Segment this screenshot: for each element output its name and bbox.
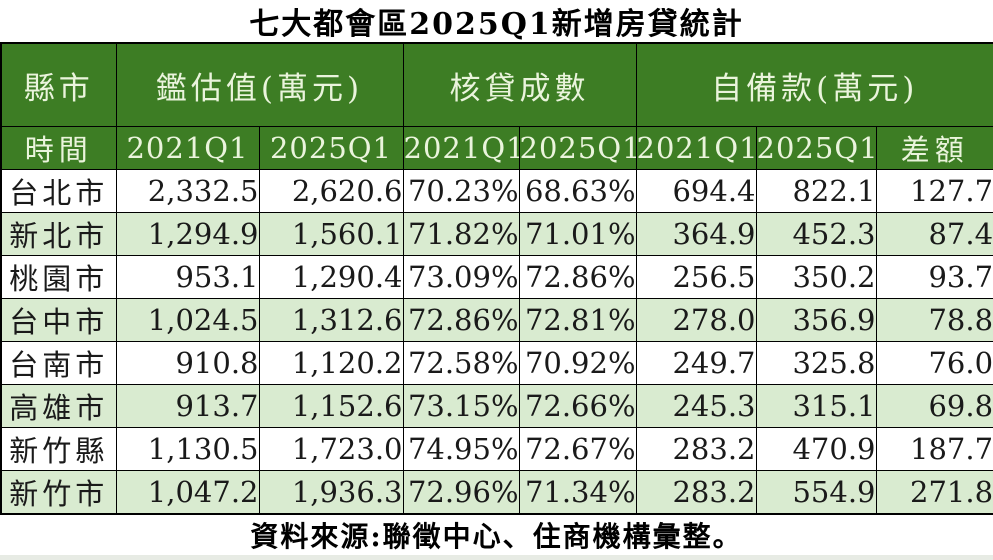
value-cell: 2,332.5 <box>115 169 260 213</box>
source-note: 資料來源:聯徵中心、住商機構彙整。 <box>0 515 993 555</box>
value-cell: 93.7 <box>875 255 993 299</box>
value-cell: 554.9 <box>755 470 877 515</box>
value-cell: 70.92% <box>518 341 637 385</box>
value-cell: 1,723.0 <box>258 427 404 471</box>
sub-header-ratio-2021q1: 2021Q1 <box>402 126 520 170</box>
city-cell: 新竹市 <box>0 470 117 515</box>
value-cell: 72.86% <box>518 255 637 299</box>
sub-header-difference: 差額 <box>875 126 993 170</box>
value-cell: 72.66% <box>518 384 637 428</box>
value-cell: 364.9 <box>635 212 757 256</box>
value-cell: 271.8 <box>875 470 993 515</box>
value-cell: 72.86% <box>402 298 520 342</box>
city-cell: 台中市 <box>0 298 117 342</box>
sub-header-down-2021q1: 2021Q1 <box>635 126 757 170</box>
sub-header-row: 時間 2021Q1 2025Q1 2021Q1 2025Q1 2021Q1 20… <box>0 126 993 170</box>
sub-header-ratio-2025q1: 2025Q1 <box>518 126 637 170</box>
bottom-strip <box>0 555 993 560</box>
value-cell: 694.4 <box>635 169 757 213</box>
value-cell: 72.58% <box>402 341 520 385</box>
value-cell: 69.8 <box>875 384 993 428</box>
column-header-appraised-value: 鑑估值(萬元) <box>115 42 404 127</box>
value-cell: 910.8 <box>115 341 260 385</box>
value-cell: 315.1 <box>755 384 877 428</box>
value-cell: 278.0 <box>635 298 757 342</box>
page-title: 七大都會區2025Q1新增房貸統計 <box>0 0 993 42</box>
value-cell: 2,620.6 <box>258 169 404 213</box>
value-cell: 1,560.1 <box>258 212 404 256</box>
value-cell: 72.96% <box>402 470 520 515</box>
column-header-down-payment: 自備款(萬元) <box>635 42 993 127</box>
city-cell: 台北市 <box>0 169 117 213</box>
value-cell: 283.2 <box>635 470 757 515</box>
table-row-taichung: 台中市 1,024.5 1,312.6 72.86% 72.81% 278.0 … <box>0 298 993 342</box>
value-cell: 71.01% <box>518 212 637 256</box>
value-cell: 87.4 <box>875 212 993 256</box>
table-row-newtaipei: 新北市 1,294.9 1,560.1 71.82% 71.01% 364.9 … <box>0 212 993 256</box>
table-row-taoyuan: 桃園市 953.1 1,290.4 73.09% 72.86% 256.5 35… <box>0 255 993 299</box>
city-cell: 新竹縣 <box>0 427 117 471</box>
value-cell: 72.81% <box>518 298 637 342</box>
value-cell: 283.2 <box>635 427 757 471</box>
value-cell: 470.9 <box>755 427 877 471</box>
value-cell: 1,152.6 <box>258 384 404 428</box>
value-cell: 68.63% <box>518 169 637 213</box>
value-cell: 70.23% <box>402 169 520 213</box>
value-cell: 72.67% <box>518 427 637 471</box>
sub-header-down-2025q1: 2025Q1 <box>755 126 877 170</box>
value-cell: 78.8 <box>875 298 993 342</box>
value-cell: 249.7 <box>635 341 757 385</box>
value-cell: 325.8 <box>755 341 877 385</box>
value-cell: 71.82% <box>402 212 520 256</box>
table-row-hsinchu-county: 新竹縣 1,130.5 1,723.0 74.95% 72.67% 283.2 … <box>0 427 993 471</box>
value-cell: 1,120.2 <box>258 341 404 385</box>
value-cell: 953.1 <box>115 255 260 299</box>
mortgage-stats-table: 縣市 鑑估值(萬元) 核貸成數 自備款(萬元) 時間 2021Q1 2025Q1… <box>0 42 993 515</box>
city-cell: 新北市 <box>0 212 117 256</box>
column-header-city: 縣市 <box>0 42 117 127</box>
value-cell: 245.3 <box>635 384 757 428</box>
value-cell: 1,024.5 <box>115 298 260 342</box>
sub-header-appraised-2025q1: 2025Q1 <box>258 126 404 170</box>
value-cell: 350.2 <box>755 255 877 299</box>
value-cell: 452.3 <box>755 212 877 256</box>
value-cell: 127.7 <box>875 169 993 213</box>
value-cell: 822.1 <box>755 169 877 213</box>
value-cell: 71.34% <box>518 470 637 515</box>
value-cell: 76.0 <box>875 341 993 385</box>
table-row-kaohsiung: 高雄市 913.7 1,152.6 73.15% 72.66% 245.3 31… <box>0 384 993 428</box>
group-header-row: 縣市 鑑估值(萬元) 核貸成數 自備款(萬元) <box>0 42 993 127</box>
city-cell: 桃園市 <box>0 255 117 299</box>
value-cell: 1,294.9 <box>115 212 260 256</box>
value-cell: 1,290.4 <box>258 255 404 299</box>
sub-header-time: 時間 <box>0 126 117 170</box>
value-cell: 913.7 <box>115 384 260 428</box>
value-cell: 1,312.6 <box>258 298 404 342</box>
value-cell: 73.09% <box>402 255 520 299</box>
table-row-tainan: 台南市 910.8 1,120.2 72.58% 70.92% 249.7 32… <box>0 341 993 385</box>
value-cell: 1,130.5 <box>115 427 260 471</box>
sub-header-appraised-2021q1: 2021Q1 <box>115 126 260 170</box>
city-cell: 高雄市 <box>0 384 117 428</box>
value-cell: 256.5 <box>635 255 757 299</box>
column-header-loan-ratio: 核貸成數 <box>402 42 637 127</box>
value-cell: 1,936.3 <box>258 470 404 515</box>
value-cell: 187.7 <box>875 427 993 471</box>
value-cell: 73.15% <box>402 384 520 428</box>
table-row-taipei: 台北市 2,332.5 2,620.6 70.23% 68.63% 694.4 … <box>0 169 993 213</box>
table-row-hsinchu-city: 新竹市 1,047.2 1,936.3 72.96% 71.34% 283.2 … <box>0 470 993 515</box>
city-cell: 台南市 <box>0 341 117 385</box>
value-cell: 356.9 <box>755 298 877 342</box>
value-cell: 1,047.2 <box>115 470 260 515</box>
value-cell: 74.95% <box>402 427 520 471</box>
